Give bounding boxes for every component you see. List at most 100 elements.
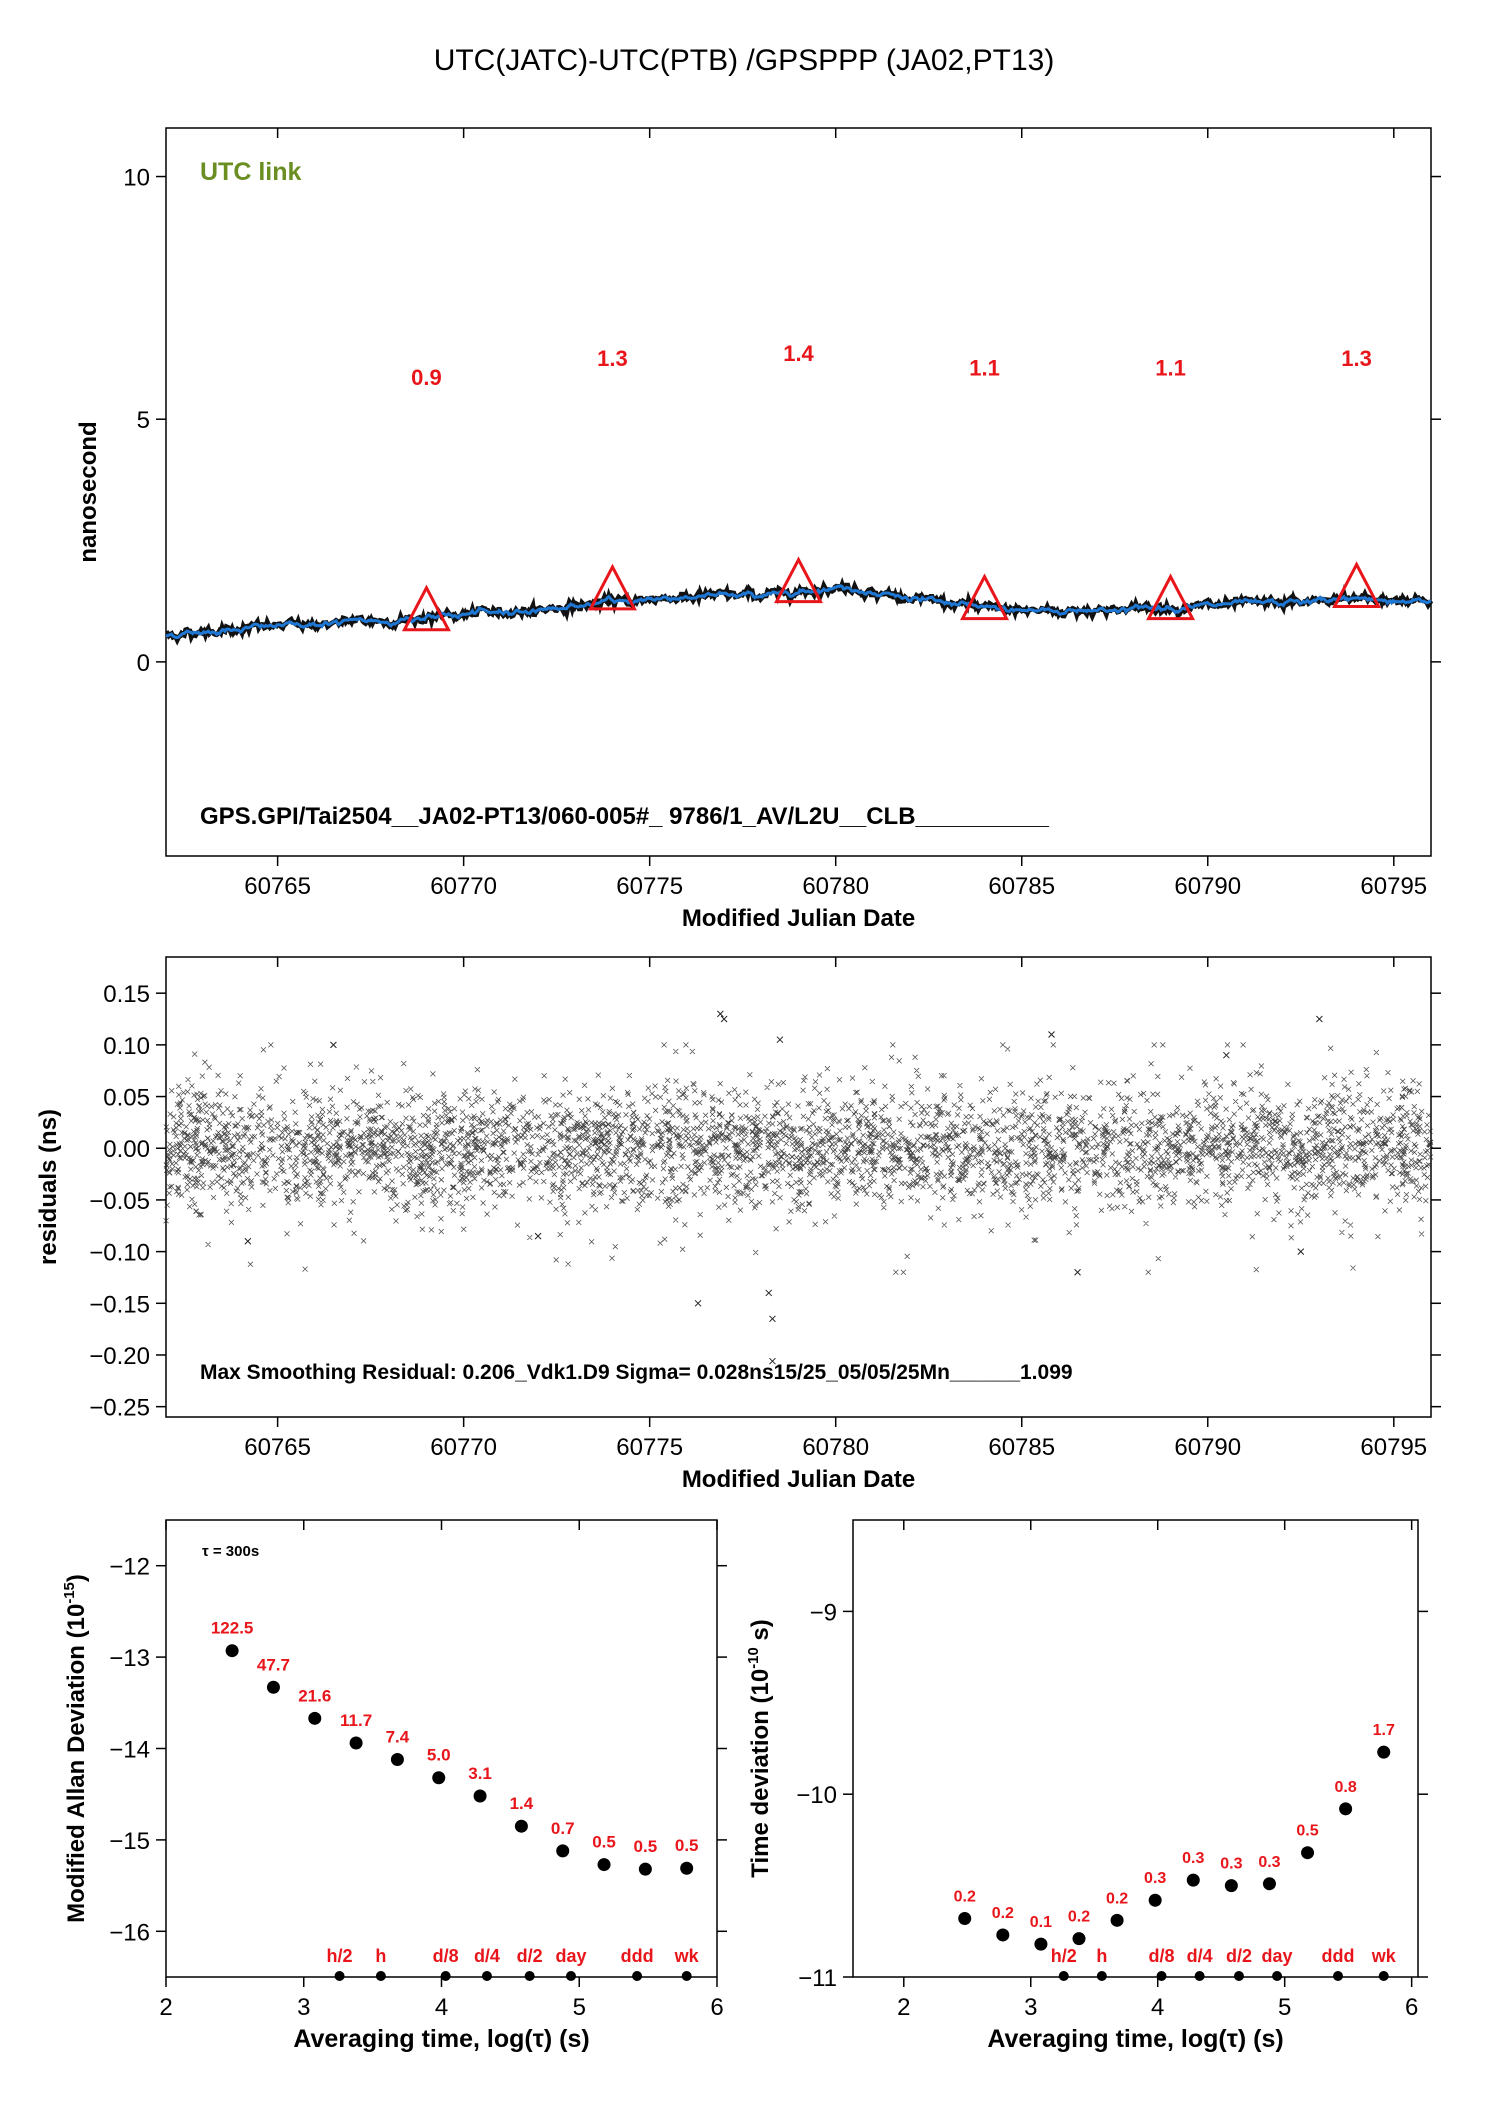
marker-value-label: 1.3	[597, 346, 628, 371]
residual-y-tick-label: 0.10	[103, 1033, 150, 1060]
mdev-data-point	[473, 1789, 487, 1803]
residual-outlier-point	[720, 1015, 728, 1023]
triangle-marker	[401, 584, 451, 632]
residual-cloud	[163, 1042, 1434, 1276]
mdev-time-mark-label: wk	[674, 1946, 700, 1966]
tdev-time-mark-label: wk	[1371, 1946, 1397, 1966]
marker-value-label: 0.9	[411, 365, 442, 390]
mdev-data-point	[349, 1736, 363, 1750]
link-x-tick-label: 60785	[988, 873, 1055, 900]
link-x-tick-label: 60795	[1360, 873, 1427, 900]
tdev-point-label: 0.3	[1258, 1854, 1280, 1871]
mdev-point-label: 0.5	[634, 1837, 658, 1856]
link-plot-frame	[165, 127, 1432, 857]
residual-y-axis-label: residuals (ns)	[35, 1109, 62, 1265]
tdev-time-mark-dot	[1194, 1971, 1205, 1981]
mdev-x-tick-label: 4	[435, 1994, 448, 2021]
residual-x-axis-label: Modified Julian Date	[682, 1466, 915, 1493]
tdev-point-label: 0.2	[1106, 1890, 1128, 1907]
residual-outlier-point	[1223, 1051, 1230, 1059]
mdev-time-mark-dot	[632, 1971, 643, 1981]
residual-outlier-point	[330, 1041, 337, 1049]
residual-x-tick-label: 60770	[430, 1434, 497, 1461]
tdev-y-tick-label: −11	[798, 1965, 837, 1992]
tdev-x-tick-label: 3	[1024, 1994, 1037, 2021]
mdev-point-label: 122.5	[211, 1619, 254, 1638]
mdev-data-point	[390, 1752, 404, 1766]
mdev-x-tick-label: 2	[159, 1994, 172, 2021]
tdev-time-mark-dot	[1272, 1971, 1283, 1981]
tdev-time-mark-dot	[1333, 1971, 1344, 1981]
tdev-point-label: 0.2	[1068, 1909, 1090, 1926]
mdev-data-point	[556, 1844, 570, 1858]
mdev-y-tick-label: −16	[109, 1919, 150, 1946]
link-x-tick-label: 60765	[244, 873, 311, 900]
mdev-y-tick-label: −12	[109, 1554, 150, 1581]
marker-value-label: 1.1	[969, 356, 1000, 381]
mdev-point-label: 3.1	[468, 1764, 492, 1783]
tdev-time-mark-dot	[1233, 1971, 1244, 1981]
mdev-time-mark-label: ddd	[621, 1946, 654, 1966]
triangle-marker	[774, 556, 823, 604]
mdev-y-tick-label: −15	[109, 1828, 150, 1855]
link-footer-text: GPS.GPI/Tai2504__JA02-PT13/060-005#_ 978…	[200, 803, 1050, 830]
triangle-marker	[587, 563, 637, 611]
residual-y-tick-label: 0.05	[103, 1085, 150, 1112]
residual-y-tick-label: −0.25	[89, 1395, 150, 1422]
mdev-time-mark-label: h	[375, 1946, 386, 1966]
mdev-y-tick-label: −13	[109, 1645, 150, 1672]
residual-outlier-point	[244, 1237, 252, 1245]
residual-outlier-point	[694, 1299, 702, 1307]
link-y-tick-label: 0	[137, 650, 150, 677]
tdev-point-label: 0.3	[1144, 1870, 1166, 1887]
residual-outlier-point	[1316, 1015, 1323, 1023]
tdev-time-mark-label: day	[1262, 1946, 1293, 1966]
mdev-data-point	[308, 1711, 322, 1725]
link-x-axis-label: Modified Julian Date	[682, 905, 915, 932]
tdev-time-mark-dot	[1058, 1971, 1069, 1981]
residual-x-tick-label: 60765	[244, 1434, 311, 1461]
tau-annotation: τ = 300s	[202, 1543, 259, 1560]
tdev-time-mark-dot	[1378, 1971, 1389, 1981]
tdev-time-mark-dot	[1156, 1971, 1167, 1981]
tdev-x-tick-label: 2	[897, 1994, 910, 2021]
mdev-point-label: 47.7	[257, 1655, 290, 1674]
tdev-data-point	[1186, 1873, 1200, 1887]
residual-outlier-point	[717, 1010, 724, 1018]
tdev-point-label: 0.3	[1220, 1856, 1242, 1873]
tdev-data-point	[1224, 1879, 1238, 1893]
tdev-point-label: 0.5	[1296, 1823, 1318, 1840]
residual-y-tick-label: 0.00	[103, 1136, 150, 1163]
tdev-point-label: 0.1	[1030, 1914, 1052, 1931]
mdev-time-mark-dot	[481, 1971, 492, 1981]
tdev-time-mark-dot	[1096, 1971, 1107, 1981]
residual-outlier-point	[769, 1357, 776, 1365]
marker-value-label: 1.3	[1341, 346, 1372, 371]
residual-outlier-point	[1297, 1248, 1305, 1255]
tdev-plot-frame	[852, 1519, 1419, 1978]
link-x-tick-label: 60770	[430, 873, 497, 900]
mdev-point-label: 0.5	[675, 1836, 699, 1855]
tdev-data-point	[1072, 1932, 1086, 1946]
mdev-point-label: 0.7	[551, 1819, 575, 1838]
triangle-marker	[1146, 573, 1196, 621]
page-title: UTC(JATC)-UTC(PTB) /GPSPPP (JA02,PT13)	[433, 44, 1055, 77]
tdev-data-point	[1148, 1893, 1162, 1907]
tdev-time-mark-label: d/8	[1149, 1946, 1175, 1966]
tdev-time-mark-label: d/4	[1187, 1946, 1213, 1966]
tdev-x-tick-label: 5	[1278, 1994, 1291, 2021]
tdev-data-point	[1034, 1937, 1048, 1951]
tdev-data-point	[1339, 1802, 1353, 1816]
tdev-time-mark-label: h/2	[1051, 1946, 1077, 1966]
mdev-data-point	[432, 1771, 446, 1785]
link-x-tick-label: 60790	[1174, 873, 1241, 900]
residual-footer-text: Max Smoothing Residual: 0.206_Vdk1.D9 Si…	[200, 1361, 1073, 1384]
mdev-point-label: 21.6	[298, 1686, 331, 1705]
tdev-time-mark-label: d/2	[1226, 1946, 1252, 1966]
smoothed-trace	[165, 584, 1432, 640]
residual-y-tick-label: −0.05	[89, 1188, 150, 1215]
triangle-marker	[1332, 561, 1382, 608]
residual-y-tick-label: −0.20	[89, 1343, 150, 1370]
tdev-time-mark-label: ddd	[1322, 1946, 1355, 1966]
mdev-time-mark-dot	[524, 1971, 535, 1981]
